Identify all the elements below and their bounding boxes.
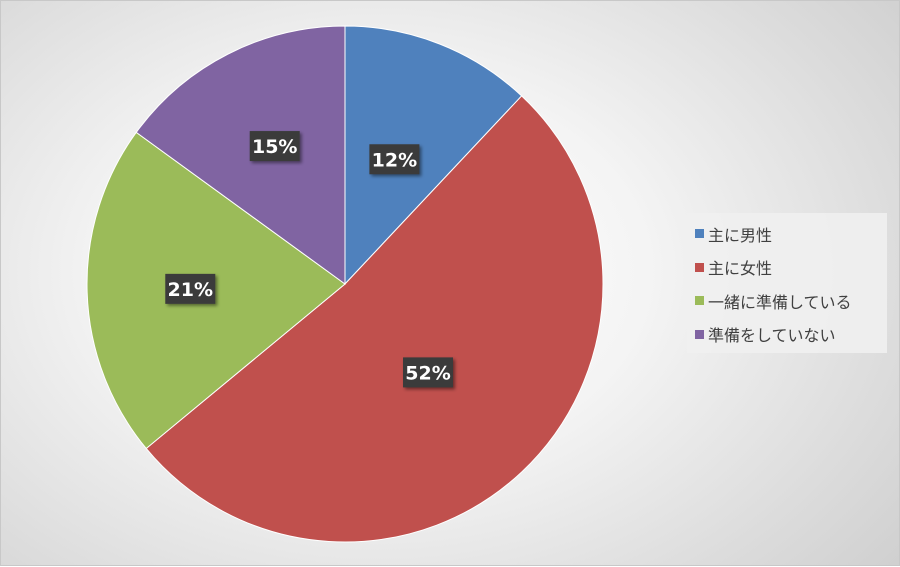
legend-item-none: 準備をしていない [695, 318, 887, 352]
data-label-together: 21% [165, 273, 216, 304]
legend-item-female: 主に女性 [695, 251, 887, 285]
legend-item-together: 一緒に準備している [695, 284, 887, 318]
data-label-text-together: 21% [168, 279, 213, 301]
data-label-text-female: 52% [405, 362, 450, 384]
pie-slice-female [145, 95, 604, 543]
legend-swatch-none [695, 329, 704, 339]
data-label-text-none: 15% [252, 136, 297, 158]
data-label-text-male: 12% [372, 149, 417, 171]
legend-item-male: 主に男性 [695, 217, 887, 251]
legend-swatch-together [695, 296, 704, 306]
data-label-none: 15% [249, 131, 300, 162]
data-label-female: 52% [403, 357, 454, 388]
legend: 主に男性 主に女性 一緒に準備している 準備をしていない [687, 213, 887, 353]
pie-slice-none [135, 25, 346, 285]
legend-swatch-male [695, 229, 704, 239]
legend-label-none: 準備をしていない [708, 326, 836, 346]
pie-slice-together [86, 131, 346, 450]
data-label-male: 12% [369, 144, 420, 175]
legend-label-female: 主に女性 [708, 259, 773, 279]
pie-slice-male [344, 25, 523, 286]
legend-label-together: 一緒に準備している [708, 292, 852, 312]
legend-swatch-female [695, 262, 704, 272]
legend-label-male: 主に男性 [708, 225, 773, 245]
